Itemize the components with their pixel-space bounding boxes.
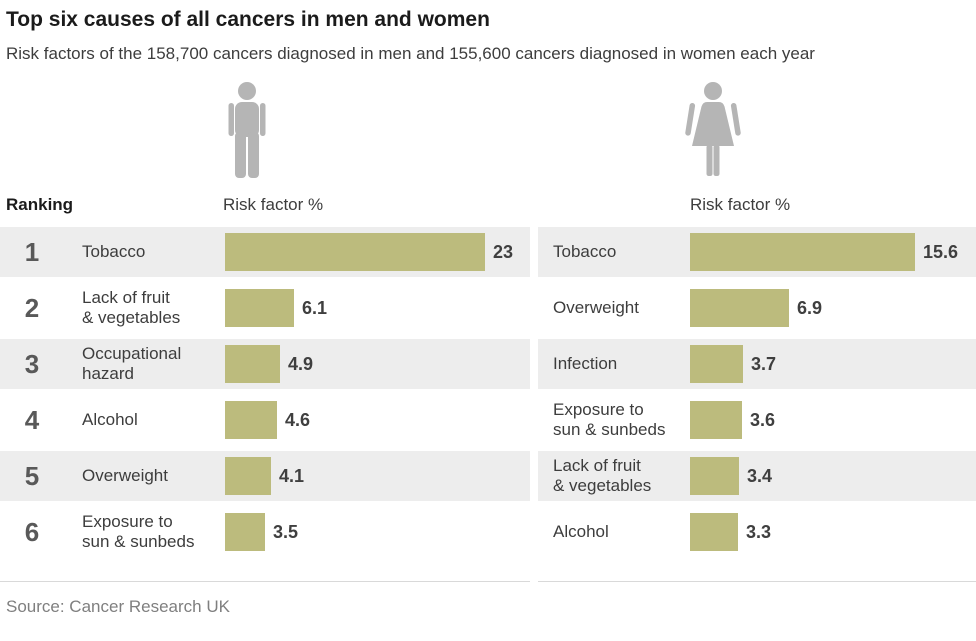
- rank-label: 4: [24, 404, 40, 435]
- risk-value: 4.9: [288, 353, 314, 374]
- women-column: Tobacco 15.6 Overweight 6.9 Infection 3.…: [538, 227, 976, 582]
- men-column: 1 Tobacco 23 2 Lack of fruit & vegetable…: [0, 227, 530, 582]
- risk-bar: [225, 233, 485, 271]
- women-row-5: Lack of fruit & vegetables 3.4: [538, 451, 976, 501]
- rank-label: 1: [24, 236, 40, 267]
- risk-factor-label: Alcohol: [553, 522, 609, 541]
- source-note: Source: Cancer Research UK: [6, 597, 230, 616]
- women-risk-factor-header: Risk factor %: [690, 195, 791, 214]
- men-row-3: 3 Occupational hazard 4.9: [0, 339, 530, 389]
- risk-bar: [690, 457, 739, 495]
- men-row-2: 2 Lack of fruit & vegetables 6.1: [0, 283, 530, 333]
- risk-bar: [690, 401, 742, 439]
- men-row-4: 4 Alcohol 4.6: [0, 395, 530, 445]
- risk-factor-label: Alcohol: [82, 410, 138, 429]
- woman-icon: [683, 82, 743, 185]
- women-row-4: Exposure to sun & sunbeds 3.6: [538, 395, 976, 445]
- risk-factor-label: Infection: [553, 354, 618, 373]
- risk-bar: [690, 345, 743, 383]
- women-column-divider: [538, 581, 976, 582]
- women-row-6: Alcohol 3.3: [538, 507, 976, 557]
- man-icon: [221, 82, 273, 185]
- risk-value: 4.1: [279, 465, 305, 486]
- risk-bar: [225, 289, 294, 327]
- rank-label: 3: [24, 348, 40, 379]
- men-row-5: 5 Overweight 4.1: [0, 451, 530, 501]
- risk-value: 3.7: [751, 353, 777, 374]
- risk-value: 6.1: [302, 297, 328, 318]
- risk-factor-label: Overweight: [553, 298, 639, 317]
- risk-value: 15.6: [923, 241, 959, 262]
- risk-factor-label: Tobacco: [553, 242, 617, 261]
- men-row-6: 6 Exposure to sun & sunbeds 3.5: [0, 507, 530, 557]
- men-row-1: 1 Tobacco 23: [0, 227, 530, 277]
- women-row-1: Tobacco 15.6: [538, 227, 976, 277]
- risk-factor-label: Lack of fruit & vegetables: [553, 456, 652, 495]
- rank-label: 5: [24, 460, 40, 491]
- men-risk-factor-header: Risk factor %: [223, 195, 324, 214]
- rank-label: 6: [24, 516, 40, 547]
- subtitle: Risk factors of the 158,700 cancers diag…: [6, 44, 815, 63]
- risk-bar: [225, 401, 277, 439]
- page-title: Top six causes of all cancers in men and…: [6, 8, 490, 31]
- risk-factor-label: Tobacco: [82, 242, 146, 261]
- risk-bar: [225, 345, 280, 383]
- risk-bar: [690, 289, 789, 327]
- risk-factor-label: Exposure to sun & sunbeds: [82, 512, 195, 551]
- risk-bar: [225, 457, 271, 495]
- risk-value: 4.6: [285, 409, 311, 430]
- risk-factor-label: Occupational hazard: [82, 344, 182, 383]
- risk-bar: [225, 513, 265, 551]
- risk-value: 23: [493, 241, 514, 262]
- men-column-divider: [0, 581, 530, 582]
- risk-factor-label: Lack of fruit & vegetables: [82, 288, 181, 327]
- women-row-3: Infection 3.7: [538, 339, 976, 389]
- risk-value: 3.3: [746, 521, 772, 542]
- ranking-header: Ranking: [6, 195, 74, 214]
- risk-value: 3.6: [750, 409, 776, 430]
- women-row-2: Overweight 6.9: [538, 283, 976, 333]
- risk-value: 3.4: [747, 465, 773, 486]
- rank-label: 2: [24, 292, 40, 323]
- risk-bar: [690, 513, 738, 551]
- risk-value: 6.9: [797, 297, 823, 318]
- risk-factor-label: Overweight: [82, 466, 168, 485]
- risk-bar: [690, 233, 915, 271]
- risk-factor-label: Exposure to sun & sunbeds: [553, 400, 666, 439]
- risk-value: 3.5: [273, 521, 299, 542]
